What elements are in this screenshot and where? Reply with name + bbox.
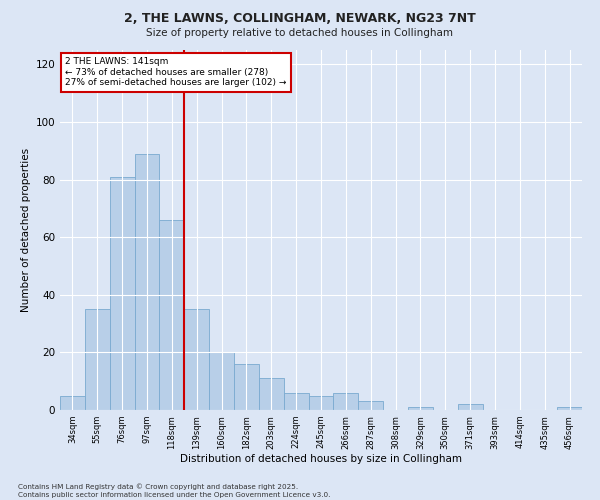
- Bar: [209, 352, 234, 410]
- Bar: [85, 309, 110, 410]
- Bar: [184, 309, 209, 410]
- X-axis label: Distribution of detached houses by size in Collingham: Distribution of detached houses by size …: [180, 454, 462, 464]
- Bar: [284, 392, 308, 410]
- Text: 2 THE LAWNS: 141sqm
← 73% of detached houses are smaller (278)
27% of semi-detac: 2 THE LAWNS: 141sqm ← 73% of detached ho…: [65, 57, 287, 87]
- Bar: [334, 392, 358, 410]
- Bar: [358, 402, 383, 410]
- Bar: [259, 378, 284, 410]
- Bar: [408, 407, 433, 410]
- Bar: [458, 404, 482, 410]
- Bar: [160, 220, 184, 410]
- Y-axis label: Number of detached properties: Number of detached properties: [21, 148, 31, 312]
- Bar: [234, 364, 259, 410]
- Text: Size of property relative to detached houses in Collingham: Size of property relative to detached ho…: [146, 28, 454, 38]
- Bar: [134, 154, 160, 410]
- Bar: [60, 396, 85, 410]
- Text: 2, THE LAWNS, COLLINGHAM, NEWARK, NG23 7NT: 2, THE LAWNS, COLLINGHAM, NEWARK, NG23 7…: [124, 12, 476, 26]
- Text: Contains HM Land Registry data © Crown copyright and database right 2025.
Contai: Contains HM Land Registry data © Crown c…: [18, 484, 331, 498]
- Bar: [308, 396, 334, 410]
- Bar: [110, 176, 134, 410]
- Bar: [557, 407, 582, 410]
